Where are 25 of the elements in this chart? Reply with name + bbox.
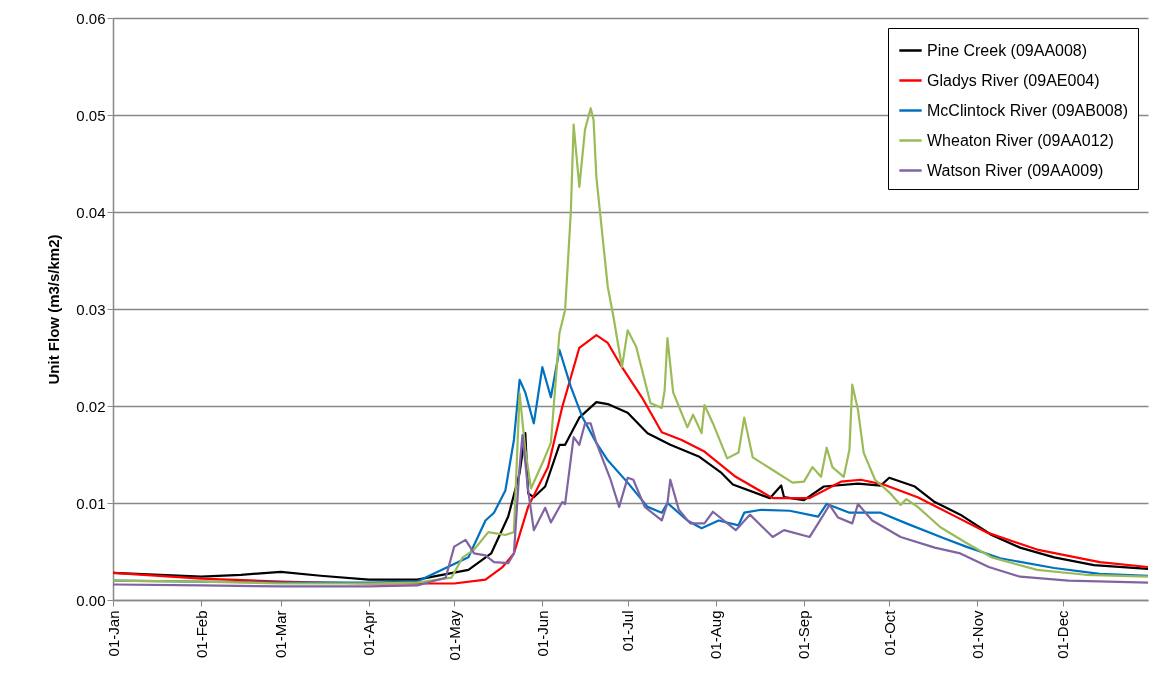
y-tick-label: 0.06: [76, 9, 106, 27]
x-tick-label: 01-Jun: [533, 610, 551, 657]
y-tick-label: 0.05: [76, 106, 106, 124]
legend-label: Pine Creek (09AA008): [927, 41, 1088, 59]
y-tick-label: 0.01: [76, 494, 106, 512]
x-tick-label: 01-May: [445, 610, 463, 661]
y-axis-title: Unit Flow (m3/s/km2): [45, 234, 63, 385]
legend-label: Watson River (09AA009): [927, 161, 1104, 179]
x-tick-label: 01-Dec: [1054, 610, 1072, 659]
x-tick-label: 01-Mar: [272, 610, 290, 659]
x-tick-label: 01-Apr: [360, 610, 378, 656]
legend-label: McClintock River (09AB008): [927, 101, 1128, 119]
x-tick-label: 01-Nov: [968, 610, 986, 659]
y-tick-label: 0.00: [76, 591, 106, 609]
x-tick-label: 01-Jan: [104, 610, 122, 657]
legend-label: Gladys River (09AE004): [927, 71, 1100, 89]
x-tick-label: 01-Feb: [192, 610, 210, 659]
x-tick-label: 01-Jul: [619, 610, 637, 652]
x-tick-label: 01-Sep: [795, 610, 813, 659]
x-tick-label: 01-Aug: [707, 610, 725, 659]
y-tick-label: 0.03: [76, 300, 106, 318]
legend-label: Wheaton River (09AA012): [927, 131, 1114, 149]
x-tick-label: 01-Oct: [880, 609, 898, 656]
y-tick-label: 0.04: [76, 203, 106, 221]
y-tick-label: 0.02: [76, 397, 106, 415]
